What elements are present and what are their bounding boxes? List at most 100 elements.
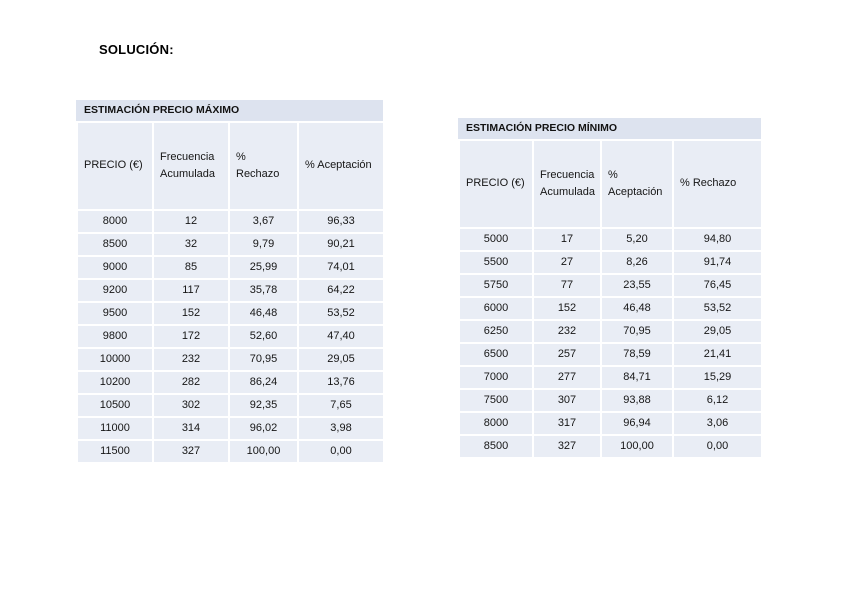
table-cell: 8,26 xyxy=(600,250,674,275)
table-row: 7500 307 93,88 6,12 xyxy=(458,388,763,413)
table-header: PRECIO (€) Frecuencia Acumulada% Rechazo%… xyxy=(76,121,385,211)
table-row: 9000 85 25,99 74,01 xyxy=(76,255,385,280)
table-title-minimo: ESTIMACIÓN PRECIO MÍNIMO xyxy=(458,118,761,139)
table-row: 11000 314 96,02 3,98 xyxy=(76,416,385,441)
table-cell: 3,67 xyxy=(228,209,299,234)
table-cell: 86,24 xyxy=(228,370,299,395)
table-cell: 317 xyxy=(532,411,602,436)
table-cell: 11000 xyxy=(76,416,154,441)
table-cell: 9,79 xyxy=(228,232,299,257)
table-cell: 11500 xyxy=(76,439,154,464)
table-cell: 46,48 xyxy=(600,296,674,321)
table-title-maximo: ESTIMACIÓN PRECIO MÁXIMO xyxy=(76,100,383,121)
column-header: % Rechazo xyxy=(672,139,763,229)
table-cell: 21,41 xyxy=(672,342,763,367)
table-cell: 13,76 xyxy=(297,370,385,395)
table-cell: 302 xyxy=(152,393,230,418)
table-cell: 232 xyxy=(532,319,602,344)
table-cell: 17 xyxy=(532,227,602,252)
table-cell: 117 xyxy=(152,278,230,303)
table-cell: 6000 xyxy=(458,296,534,321)
table-row: 8500 327 100,00 0,00 xyxy=(458,434,763,459)
table-cell: 6500 xyxy=(458,342,534,367)
table-row: 8500 32 9,79 90,21 xyxy=(76,232,385,257)
table-cell: 70,95 xyxy=(600,319,674,344)
table-row: 6250 232 70,95 29,05 xyxy=(458,319,763,344)
table-cell: 0,00 xyxy=(672,434,763,459)
table-cell: 12 xyxy=(152,209,230,234)
column-header: % Rechazo xyxy=(228,121,299,211)
table-cell: 8500 xyxy=(458,434,534,459)
table-row: 9200 117 35,78 64,22 xyxy=(76,278,385,303)
table-cell: 46,48 xyxy=(228,301,299,326)
table-cell: 29,05 xyxy=(672,319,763,344)
table-cell: 5,20 xyxy=(600,227,674,252)
table-cell: 85 xyxy=(152,255,230,280)
table-cell: 96,33 xyxy=(297,209,385,234)
table-cell: 92,35 xyxy=(228,393,299,418)
table-cell: 8000 xyxy=(76,209,154,234)
table-cell: 100,00 xyxy=(600,434,674,459)
table-cell: 7000 xyxy=(458,365,534,390)
table-cell: 70,95 xyxy=(228,347,299,372)
table-body: 8000 12 3,67 96,33 8500 32 9,79 90,21 9000 85 25,9… xyxy=(76,209,385,464)
table-row: 11500 327 100,00 0,00 xyxy=(76,439,385,464)
header-row: PRECIO (€) Frecuencia Acumulada% Aceptaci… xyxy=(458,139,763,229)
table-cell: 10500 xyxy=(76,393,154,418)
table-cell: 282 xyxy=(152,370,230,395)
table-cell: 9200 xyxy=(76,278,154,303)
column-header: PRECIO (€) xyxy=(458,139,534,229)
table-cell: 6250 xyxy=(458,319,534,344)
table-cell: 257 xyxy=(532,342,602,367)
table-cell: 5750 xyxy=(458,273,534,298)
data-table-minimo: PRECIO (€) Frecuencia Acumulada% Aceptaci… xyxy=(458,139,763,459)
table-cell: 7,65 xyxy=(297,393,385,418)
table-cell: 91,74 xyxy=(672,250,763,275)
table-row: 8000 317 96,94 3,06 xyxy=(458,411,763,436)
table-cell: 327 xyxy=(532,434,602,459)
table-cell: 172 xyxy=(152,324,230,349)
table-cell: 52,60 xyxy=(228,324,299,349)
table-cell: 232 xyxy=(152,347,230,372)
column-header: PRECIO (€) xyxy=(76,121,154,211)
table-row: 10200 282 86,24 13,76 xyxy=(76,370,385,395)
table-cell: 35,78 xyxy=(228,278,299,303)
table-cell: 96,94 xyxy=(600,411,674,436)
table-cell: 0,00 xyxy=(297,439,385,464)
table-row: 6500 257 78,59 21,41 xyxy=(458,342,763,367)
table-cell: 25,99 xyxy=(228,255,299,280)
table-cell: 27 xyxy=(532,250,602,275)
table-precio-maximo: ESTIMACIÓN PRECIO MÁXIMO PRECIO (€) Frecu… xyxy=(76,100,385,464)
table-cell: 7500 xyxy=(458,388,534,413)
table-cell: 84,71 xyxy=(600,365,674,390)
table-cell: 78,59 xyxy=(600,342,674,367)
table-cell: 10200 xyxy=(76,370,154,395)
table-cell: 29,05 xyxy=(297,347,385,372)
table-cell: 3,98 xyxy=(297,416,385,441)
table-cell: 74,01 xyxy=(297,255,385,280)
table-header: PRECIO (€) Frecuencia Acumulada% Aceptaci… xyxy=(458,139,763,229)
table-cell: 76,45 xyxy=(672,273,763,298)
header-row: PRECIO (€) Frecuencia Acumulada% Rechazo%… xyxy=(76,121,385,211)
table-cell: 327 xyxy=(152,439,230,464)
table-cell: 77 xyxy=(532,273,602,298)
table-cell: 9500 xyxy=(76,301,154,326)
table-row: 9500 152 46,48 53,52 xyxy=(76,301,385,326)
table-cell: 10000 xyxy=(76,347,154,372)
table-body: 5000 17 5,20 94,80 5500 27 8,26 91,74 5750 77 23,5… xyxy=(458,227,763,459)
table-cell: 100,00 xyxy=(228,439,299,464)
table-row: 10500 302 92,35 7,65 xyxy=(76,393,385,418)
data-table-maximo: PRECIO (€) Frecuencia Acumulada% Rechazo%… xyxy=(76,121,385,464)
table-cell: 90,21 xyxy=(297,232,385,257)
column-header: Frecuencia Acumulada xyxy=(532,139,602,229)
table-row: 9800 172 52,60 47,40 xyxy=(76,324,385,349)
table-cell: 9000 xyxy=(76,255,154,280)
table-cell: 94,80 xyxy=(672,227,763,252)
table-cell: 32 xyxy=(152,232,230,257)
table-cell: 3,06 xyxy=(672,411,763,436)
table-cell: 53,52 xyxy=(297,301,385,326)
table-cell: 53,52 xyxy=(672,296,763,321)
table-cell: 64,22 xyxy=(297,278,385,303)
column-header: % Aceptación xyxy=(297,121,385,211)
